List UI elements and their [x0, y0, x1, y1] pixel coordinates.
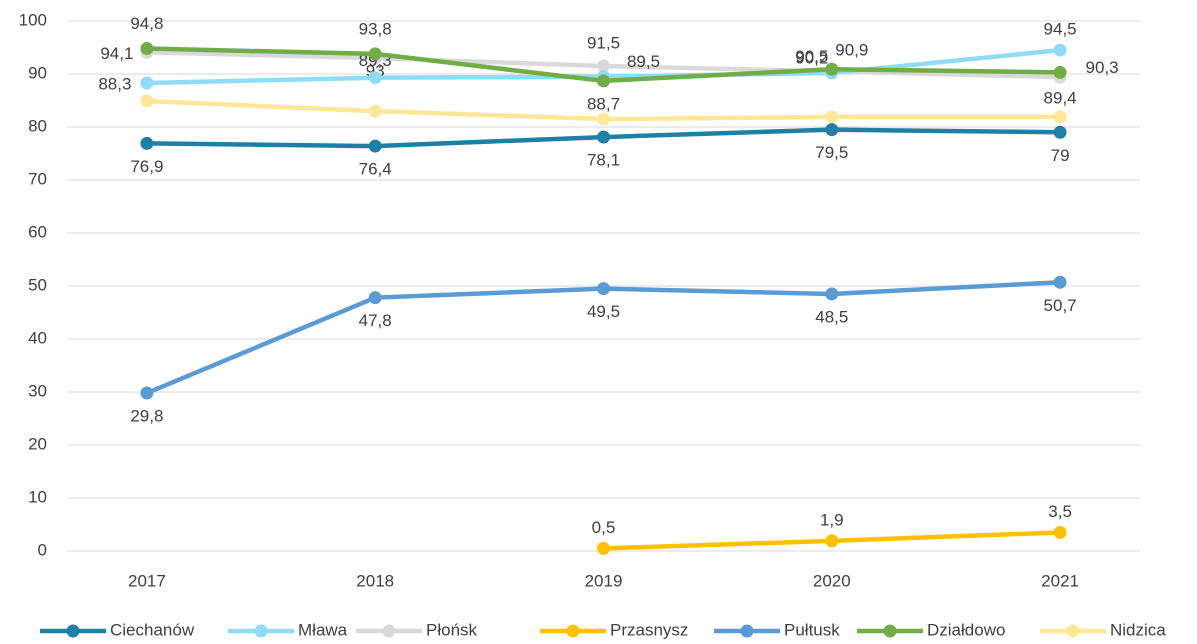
data-label: 47,8: [359, 311, 392, 330]
y-tick-label: 0: [38, 540, 47, 559]
data-label: 79,5: [815, 143, 848, 162]
data-point: [825, 110, 839, 124]
y-tick-label: 80: [28, 116, 47, 135]
data-point: [825, 287, 839, 301]
legend-label: Płońsk: [426, 620, 478, 639]
data-point: [597, 112, 610, 126]
x-tick-label: 2017: [128, 571, 166, 590]
data-point: [140, 136, 154, 150]
data-label: 1,9: [820, 510, 844, 529]
y-tick-label: 70: [28, 169, 47, 188]
data-point: [1053, 43, 1067, 57]
legend-marker: [740, 624, 754, 638]
data-label: 0,5: [592, 518, 616, 537]
data-label: 50,7: [1044, 296, 1077, 315]
legend-marker: [382, 624, 396, 638]
data-point: [368, 71, 382, 85]
data-point: [1053, 275, 1067, 289]
data-point: [140, 42, 154, 56]
data-point: [597, 59, 610, 73]
data-point: [597, 130, 610, 144]
y-tick-label: 30: [28, 381, 47, 400]
x-tick-label: 2020: [813, 571, 851, 590]
legend-label: Ciechanów: [110, 620, 195, 639]
data-label: 93,8: [359, 19, 392, 38]
data-label: 94,1: [100, 44, 133, 63]
series-line: [146, 280, 1061, 396]
data-label: 76,4: [359, 160, 392, 179]
data-label: 49,5: [587, 302, 620, 321]
data-point: [140, 386, 154, 400]
data-point: [597, 541, 610, 555]
legend-marker: [254, 624, 268, 638]
y-tick-label: 20: [28, 434, 47, 453]
legend-marker: [883, 624, 897, 638]
data-label: 79: [1051, 146, 1070, 165]
data-point: [597, 282, 610, 296]
data-point: [1053, 110, 1067, 124]
legend-label: Działdowo: [927, 620, 1005, 639]
x-tick-label: 2019: [585, 571, 623, 590]
data-label: 90,5: [795, 47, 828, 66]
legend-label: Nidzica: [1110, 620, 1166, 639]
y-tick-label: 90: [28, 63, 47, 82]
data-label: 90,2: [795, 48, 828, 67]
data-label: 76,9: [130, 157, 163, 176]
legend-label: Przasnysz: [610, 620, 688, 639]
legend-marker: [1066, 624, 1080, 638]
legend-label: Pułtusk: [784, 620, 840, 639]
data-label: 90,9: [835, 41, 868, 60]
data-label: 89,5: [627, 52, 660, 71]
data-label: 89,4: [1044, 89, 1077, 108]
data-label: 29,8: [130, 407, 163, 426]
x-tick-label: 2021: [1041, 571, 1079, 590]
data-point: [825, 123, 839, 137]
data-label: 88,7: [587, 94, 620, 113]
data-point: [140, 94, 154, 108]
data-label: 94,5: [1044, 20, 1077, 39]
legend-marker: [566, 624, 580, 638]
data-label: 91,5: [587, 34, 620, 53]
data-point: [597, 74, 610, 88]
x-tick-label: 2018: [356, 571, 394, 590]
y-tick-label: 10: [28, 487, 47, 506]
y-tick-label: 50: [28, 275, 47, 294]
data-point: [825, 534, 839, 548]
y-tick-label: 100: [19, 10, 47, 29]
data-point: [368, 291, 382, 305]
y-tick-label: 60: [28, 222, 47, 241]
data-label: 48,5: [815, 307, 848, 326]
data-label: 88,3: [98, 74, 131, 93]
data-label: 94,8: [130, 14, 163, 33]
legend-label: Mława: [298, 620, 348, 639]
legend-marker: [66, 624, 80, 638]
data-label: 78,1: [587, 151, 620, 170]
data-label: 3,5: [1048, 502, 1072, 521]
data-point: [140, 76, 154, 90]
data-point: [1053, 525, 1067, 539]
y-tick-label: 40: [28, 328, 47, 347]
data-point: [1053, 65, 1067, 79]
data-point: [368, 139, 382, 153]
data-label: 90,3: [1086, 58, 1119, 77]
data-point: [368, 47, 382, 61]
data-point: [825, 62, 839, 76]
data-point: [368, 104, 382, 118]
data-point: [1053, 125, 1067, 139]
